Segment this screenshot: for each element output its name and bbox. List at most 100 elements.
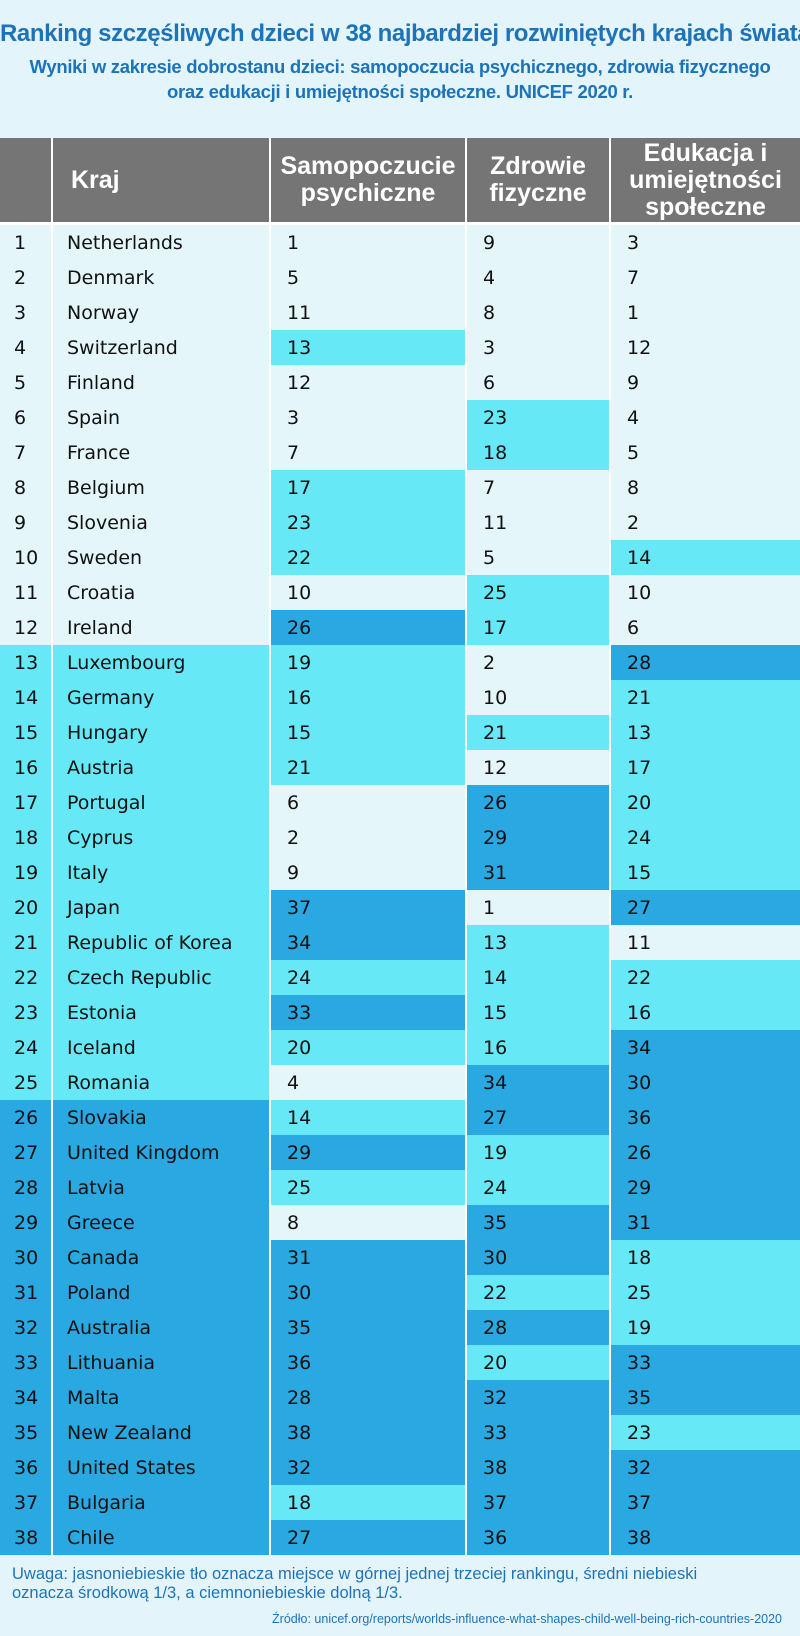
cell-mental-wellbeing: 10 [270,575,467,610]
title: Ranking szczęśliwych dzieci w 38 najbard… [0,20,800,47]
table-body: 1 Netherlands 1 9 3 2 Denmark 5 4 7 3 Norway 11 8 1 4 Sw… [0,223,800,1555]
cell-rank: 1 [0,223,53,260]
table-row: 2 Denmark 5 4 7 [0,260,800,295]
source-text: Źródło: unicef.org/reports/worlds-influe… [272,1612,782,1626]
cell-education-skills: 22 [610,960,800,995]
cell-physical-health: 32 [466,1380,611,1415]
cell-education-skills: 3 [610,223,800,260]
cell-rank: 26 [0,1100,53,1135]
cell-mental-wellbeing: 29 [270,1135,467,1170]
note-line-1: Uwaga: jasnoniebieskie tło oznacza miejs… [12,1565,698,1583]
cell-physical-health: 10 [466,680,611,715]
cell-mental-wellbeing: 9 [270,855,467,890]
cell-mental-wellbeing: 23 [270,505,467,540]
cell-mental-wellbeing: 18 [270,1485,467,1520]
cell-rank: 20 [0,890,53,925]
cell-education-skills: 8 [610,470,800,505]
cell-mental-wellbeing: 26 [270,610,467,645]
column-header-rank [0,138,53,225]
cell-education-skills: 27 [610,890,800,925]
cell-country: Malta [52,1380,271,1415]
cell-rank: 32 [0,1310,53,1345]
cell-mental-wellbeing: 4 [270,1065,467,1100]
cell-rank: 18 [0,820,53,855]
cell-rank: 2 [0,260,53,295]
cell-mental-wellbeing: 28 [270,1380,467,1415]
table-row: 7 France 7 18 5 [0,435,800,470]
cell-country: Bulgaria [52,1485,271,1520]
cell-rank: 24 [0,1030,53,1065]
table-row: 30 Canada 31 30 18 [0,1240,800,1275]
cell-mental-wellbeing: 3 [270,400,467,435]
cell-physical-health: 17 [466,610,611,645]
cell-country: Iceland [52,1030,271,1065]
cell-mental-wellbeing: 33 [270,995,467,1030]
table-row: 31 Poland 30 22 25 [0,1275,800,1310]
cell-physical-health: 9 [466,223,611,260]
cell-physical-health: 30 [466,1240,611,1275]
cell-rank: 8 [0,470,53,505]
cell-mental-wellbeing: 31 [270,1240,467,1275]
cell-education-skills: 36 [610,1100,800,1135]
cell-education-skills: 28 [610,645,800,680]
cell-education-skills: 32 [610,1450,800,1485]
cell-rank: 38 [0,1520,53,1555]
cell-country: Republic of Korea [52,925,271,960]
cell-country: Finland [52,365,271,400]
cell-physical-health: 6 [466,365,611,400]
cell-physical-health: 1 [466,890,611,925]
table-row: 37 Bulgaria 18 37 37 [0,1485,800,1520]
table-row: 13 Luxembourg 19 2 28 [0,645,800,680]
cell-physical-health: 27 [466,1100,611,1135]
table-row: 19 Italy 9 31 15 [0,855,800,890]
cell-mental-wellbeing: 5 [270,260,467,295]
cell-rank: 37 [0,1485,53,1520]
cell-country: Slovenia [52,505,271,540]
cell-education-skills: 33 [610,1345,800,1380]
cell-mental-wellbeing: 34 [270,925,467,960]
cell-education-skills: 25 [610,1275,800,1310]
cell-rank: 13 [0,645,53,680]
cell-country: Lithuania [52,1345,271,1380]
table-row: 4 Switzerland 13 3 12 [0,330,800,365]
cell-country: Latvia [52,1170,271,1205]
cell-mental-wellbeing: 30 [270,1275,467,1310]
cell-mental-wellbeing: 2 [270,820,467,855]
table-row: 11 Croatia 10 25 10 [0,575,800,610]
cell-mental-wellbeing: 37 [270,890,467,925]
cell-country: Germany [52,680,271,715]
cell-mental-wellbeing: 24 [270,960,467,995]
table-row: 9 Slovenia 23 11 2 [0,505,800,540]
note-line-2: oznacza środkową 1/3, a ciemnoniebieskie… [12,1584,403,1602]
cell-physical-health: 3 [466,330,611,365]
cell-education-skills: 20 [610,785,800,820]
cell-physical-health: 38 [466,1450,611,1485]
cell-physical-health: 16 [466,1030,611,1065]
cell-country: Cyprus [52,820,271,855]
cell-country: Croatia [52,575,271,610]
cell-education-skills: 35 [610,1380,800,1415]
cell-education-skills: 6 [610,610,800,645]
column-header-mental-wellbeing: Samopoczucie psychiczne [269,138,467,225]
table-row: 3 Norway 11 8 1 [0,295,800,330]
table-row: 22 Czech Republic 24 14 22 [0,960,800,995]
cell-rank: 36 [0,1450,53,1485]
cell-country: Switzerland [52,330,271,365]
cell-physical-health: 13 [466,925,611,960]
cell-education-skills: 7 [610,260,800,295]
cell-education-skills: 30 [610,1065,800,1100]
cell-country: Norway [52,295,271,330]
column-header-country: Kraj [51,138,271,225]
cell-country: Netherlands [52,223,271,260]
table-row: 36 United States 32 38 32 [0,1450,800,1485]
cell-rank: 16 [0,750,53,785]
cell-education-skills: 19 [610,1310,800,1345]
table-row: 10 Sweden 22 5 14 [0,540,800,575]
table-row: 16 Austria 21 12 17 [0,750,800,785]
cell-rank: 25 [0,1065,53,1100]
cell-rank: 12 [0,610,53,645]
cell-education-skills: 14 [610,540,800,575]
cell-physical-health: 12 [466,750,611,785]
table-row: 32 Australia 35 28 19 [0,1310,800,1345]
cell-mental-wellbeing: 21 [270,750,467,785]
